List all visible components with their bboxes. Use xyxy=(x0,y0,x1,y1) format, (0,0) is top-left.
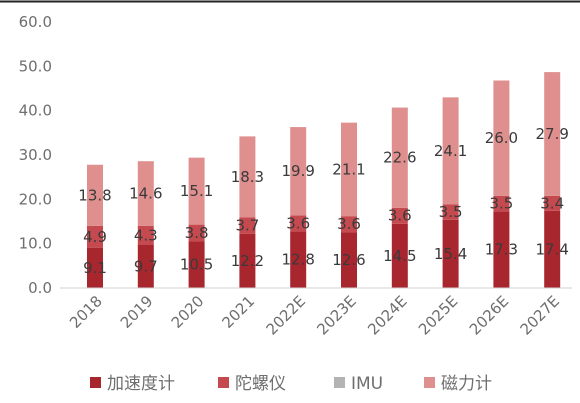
x-tick-label: 2026E xyxy=(466,292,512,338)
data-label: 14.6 xyxy=(129,185,162,203)
data-label: 9.1 xyxy=(83,259,107,277)
data-label: 12.8 xyxy=(281,251,314,269)
data-label: 3.5 xyxy=(489,195,513,213)
bar-segment xyxy=(442,204,459,220)
x-tick-label: 2021 xyxy=(218,292,258,332)
bar-segment xyxy=(137,244,154,288)
x-tick-label: 2019 xyxy=(117,292,157,332)
legend-swatch xyxy=(90,377,101,388)
bar-segment xyxy=(87,164,103,226)
bar-segment xyxy=(493,195,510,212)
data-label: 12.2 xyxy=(231,252,264,270)
legend-swatch xyxy=(218,377,229,388)
data-label: 13.8 xyxy=(78,186,111,204)
bar-series-group xyxy=(87,72,561,288)
bar-segment xyxy=(137,161,154,226)
bar-segment xyxy=(341,232,357,288)
data-label-group: 9.1 4.9 13.8 9.7 4.3 14.6 10.5 3.8 15.1 12.2 3.7 18… xyxy=(78,125,569,277)
bar-segment xyxy=(239,217,256,234)
bar-segment xyxy=(137,225,154,245)
x-tick-label: 2020 xyxy=(168,292,208,332)
data-label: 3.8 xyxy=(185,224,209,242)
x-tick-label: 2022E xyxy=(263,292,309,338)
legend: 加速度计 陀螺仪 IMU 磁力计 xyxy=(90,374,492,394)
bar-segment xyxy=(442,97,459,205)
bar-segment xyxy=(544,210,561,288)
bar-segment xyxy=(391,107,408,208)
x-tick-label: 2018 xyxy=(66,292,106,332)
bar-segment xyxy=(188,241,205,288)
data-label: 15.4 xyxy=(434,245,467,263)
y-axis: 0.0 10.0 20.0 30.0 40.0 50.0 60.0 xyxy=(19,13,52,297)
bar-segment xyxy=(391,207,408,224)
bar-segment xyxy=(87,247,103,288)
data-label: 26.0 xyxy=(485,129,518,147)
bar-segment xyxy=(442,219,459,288)
bar-segment xyxy=(290,127,307,216)
x-axis: 2018 2019 2020 2021 2022E 2023E 2024E 2025E 2026… xyxy=(60,287,572,339)
y-tick-label: 40.0 xyxy=(19,102,52,120)
x-tick-label: 2027E xyxy=(517,292,563,338)
y-tick-label: 0.0 xyxy=(28,279,52,297)
data-label: 4.9 xyxy=(83,228,107,246)
bar-segment xyxy=(87,225,103,248)
legend-label: 磁力计 xyxy=(441,374,492,394)
legend-swatch xyxy=(334,377,345,388)
bar-segment xyxy=(239,136,256,218)
bar-segment xyxy=(544,72,561,196)
y-tick-label: 20.0 xyxy=(19,190,52,208)
data-label: 14.5 xyxy=(383,247,416,265)
data-label: 21.1 xyxy=(332,160,365,178)
data-label: 3.4 xyxy=(540,194,564,212)
data-label: 17.4 xyxy=(535,240,568,258)
bar-segment xyxy=(493,80,510,196)
data-label: 24.1 xyxy=(434,142,467,160)
legend-swatch xyxy=(424,377,435,388)
data-label: 18.3 xyxy=(231,168,264,186)
bar-segment xyxy=(544,195,561,211)
y-tick-label: 10.0 xyxy=(19,235,52,253)
bar-segment xyxy=(290,231,307,288)
y-tick-label: 30.0 xyxy=(19,146,52,164)
data-label: 19.9 xyxy=(281,162,314,180)
bar-segment xyxy=(290,215,307,232)
data-label: 3.6 xyxy=(286,214,310,232)
data-label: 12.6 xyxy=(332,251,365,269)
data-label: 10.5 xyxy=(180,256,213,274)
legend-label: 陀螺仪 xyxy=(235,374,286,394)
data-label: 22.6 xyxy=(383,149,416,167)
data-label: 4.3 xyxy=(134,226,158,244)
bar-segment xyxy=(391,223,408,288)
x-tick-label: 2025E xyxy=(415,292,461,338)
legend-label: IMU xyxy=(351,374,383,394)
data-label: 3.6 xyxy=(337,215,361,233)
data-label: 9.7 xyxy=(134,257,158,275)
data-label: 17.3 xyxy=(485,241,518,259)
data-label: 27.9 xyxy=(535,125,568,143)
y-tick-label: 60.0 xyxy=(19,13,52,31)
bar-segment xyxy=(188,157,205,225)
data-label: 3.7 xyxy=(235,217,259,235)
x-tick-label: 2023E xyxy=(313,292,359,338)
bar-segment xyxy=(341,122,357,217)
data-label: 15.1 xyxy=(180,182,213,200)
bar-segment xyxy=(188,224,205,242)
bar-segment xyxy=(341,216,357,233)
legend-label: 加速度计 xyxy=(107,374,175,394)
bar-segment xyxy=(239,233,256,288)
bar-segment xyxy=(493,211,510,288)
data-label: 3.5 xyxy=(439,203,463,221)
y-tick-label: 50.0 xyxy=(19,57,52,75)
data-label: 3.6 xyxy=(388,207,412,225)
x-tick-label: 2024E xyxy=(364,292,410,338)
